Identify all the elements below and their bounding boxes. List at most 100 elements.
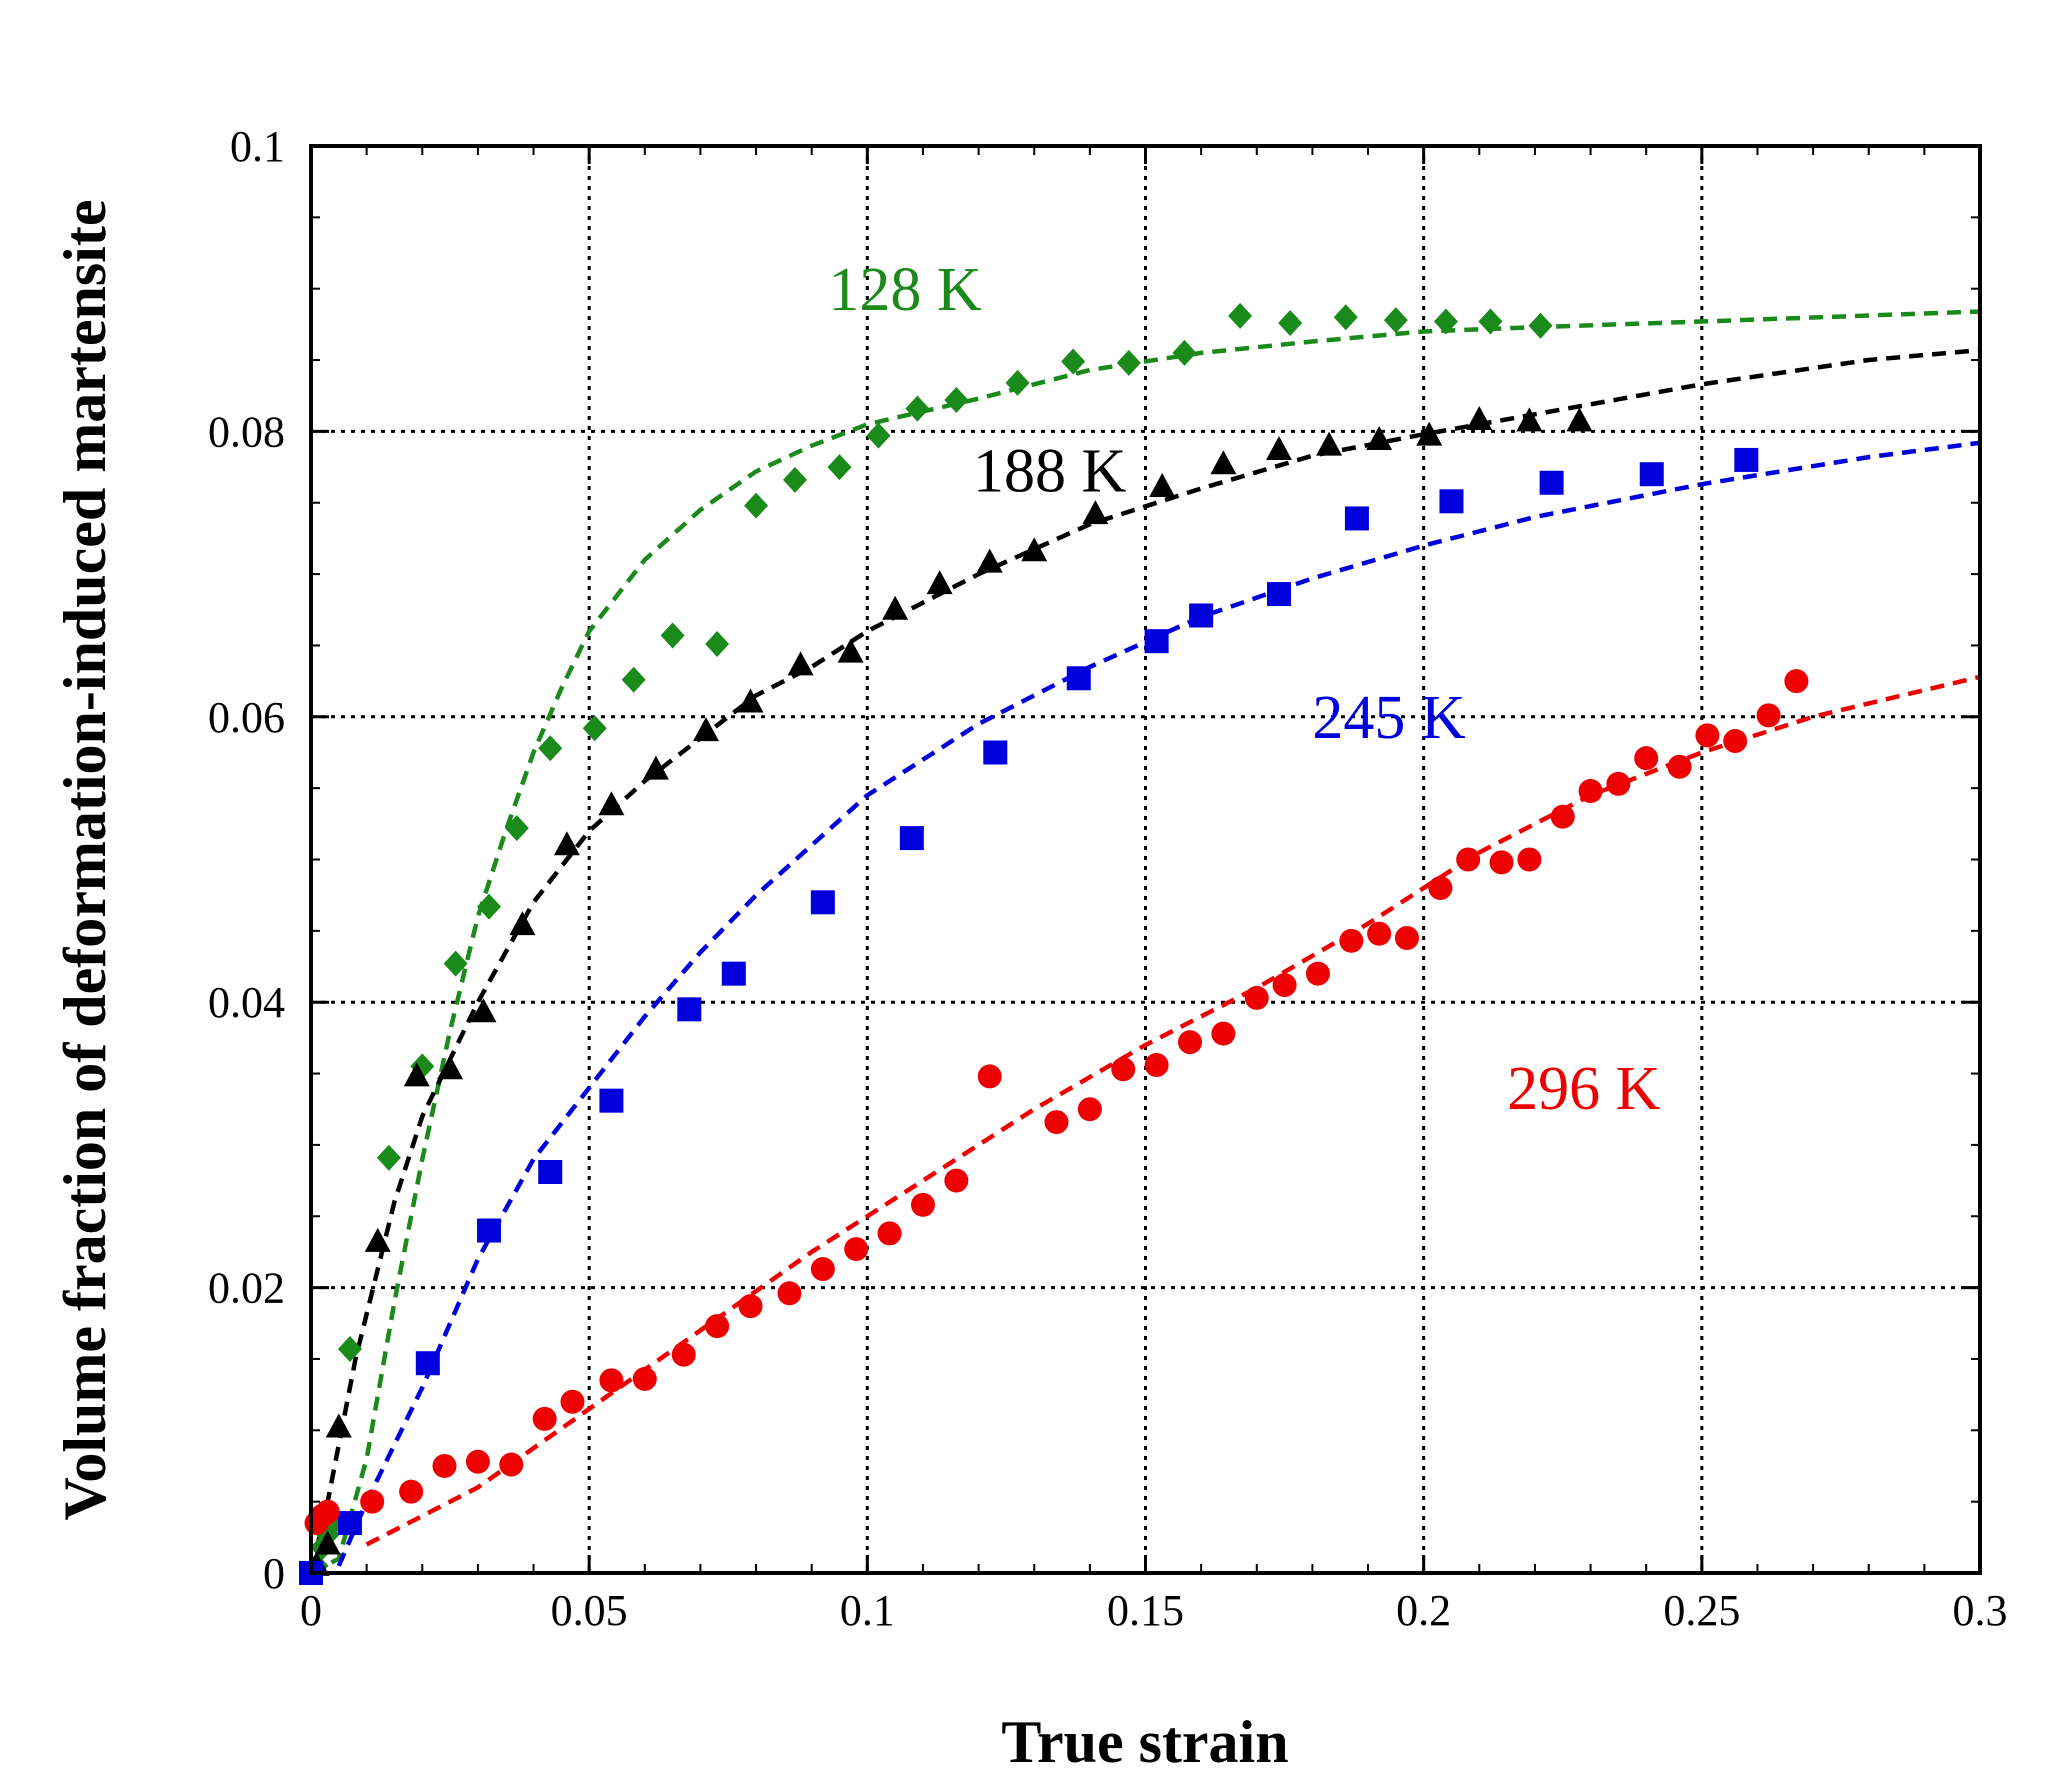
y-tick-label: 0 — [263, 1549, 285, 1598]
data-point-square — [983, 740, 1008, 765]
data-point-triangle — [642, 755, 669, 780]
data-point-circle — [1578, 779, 1603, 804]
data-point-triangle — [1149, 473, 1176, 498]
data-point-circle — [315, 1499, 340, 1524]
data-point-diamond — [337, 1335, 362, 1362]
data-point-triangle — [1082, 500, 1109, 525]
data-point-circle — [1634, 746, 1659, 771]
data-point-square — [415, 1351, 440, 1376]
data-point-square — [1539, 470, 1564, 495]
data-point-circle — [1144, 1052, 1169, 1077]
x-tick-label: 0.05 — [551, 1586, 628, 1635]
tick-labels: 0 0.05 0.1 0.15 0.2 0.25 0.3 0 0.02 0.04 0.06 0.08 0… — [208, 122, 2008, 1635]
series-label: 296 K — [1507, 1055, 1661, 1123]
data-point-square — [1189, 603, 1214, 628]
data-point-triangle — [325, 1413, 352, 1438]
data-point-diamond — [1061, 348, 1086, 375]
data-point-circle — [599, 1368, 624, 1393]
grid-lines — [311, 146, 1980, 1573]
data-point-diamond — [1383, 307, 1408, 334]
data-point-circle — [532, 1406, 557, 1431]
data-point-diamond — [783, 466, 808, 493]
data-point-square — [1267, 582, 1292, 607]
data-point-diamond — [705, 631, 730, 658]
data-point-triangle — [314, 1530, 341, 1555]
data-point-diamond — [1228, 302, 1253, 329]
data-point-diamond — [1116, 349, 1141, 376]
data-point-circle — [777, 1281, 802, 1306]
data-point-triangle — [1516, 407, 1543, 432]
data-point-circle — [1339, 928, 1364, 953]
data-point-circle — [499, 1452, 524, 1477]
data-point-square — [1639, 462, 1664, 487]
data-point-square — [677, 997, 702, 1022]
data-point-triangle — [737, 688, 764, 713]
series-label: 245 K — [1312, 684, 1466, 752]
data-point-triangle — [437, 1055, 464, 1080]
data-markers — [299, 302, 1809, 1585]
x-tick-label: 0.1 — [840, 1586, 895, 1635]
data-point-circle — [1367, 921, 1392, 946]
data-point-diamond — [660, 622, 685, 649]
data-point-triangle — [470, 998, 497, 1023]
data-point-diamond — [376, 1144, 401, 1171]
data-point-circle — [1756, 703, 1781, 728]
data-point-circle — [632, 1366, 657, 1391]
y-tick-label: 0.08 — [208, 407, 285, 456]
y-tick-label: 0.02 — [208, 1264, 285, 1313]
data-point-triangle — [1021, 537, 1048, 562]
data-point-circle — [432, 1453, 457, 1478]
data-point-triangle — [1566, 407, 1593, 432]
data-point-diamond — [944, 387, 969, 414]
data-point-square — [599, 1088, 624, 1113]
y-axis-title: Volume fraction of deformation-induced m… — [52, 200, 118, 1521]
data-point-diamond — [1278, 309, 1303, 336]
data-point-circle — [705, 1314, 730, 1339]
data-point-circle — [844, 1237, 869, 1262]
data-point-diamond — [538, 735, 563, 762]
data-point-circle — [944, 1168, 969, 1193]
x-tick-label: 0.25 — [1663, 1586, 1740, 1635]
data-point-circle — [1667, 754, 1692, 779]
data-point-diamond — [621, 666, 646, 693]
data-point-circle — [1489, 850, 1514, 875]
data-point-square — [810, 890, 835, 915]
data-point-square — [1344, 506, 1369, 531]
data-point-circle — [1244, 985, 1269, 1010]
data-point-circle — [560, 1389, 585, 1414]
data-point-triangle — [882, 595, 909, 620]
x-tick-label: 0.2 — [1396, 1586, 1451, 1635]
data-point-triangle — [1266, 435, 1293, 460]
data-point-circle — [1111, 1057, 1136, 1082]
data-point-circle — [977, 1064, 1002, 1089]
data-point-diamond — [477, 893, 502, 920]
data-point-triangle — [926, 570, 953, 595]
data-point-diamond — [1333, 304, 1358, 331]
data-point-triangle — [364, 1227, 391, 1252]
data-point-circle — [1077, 1097, 1102, 1122]
data-point-square — [1144, 629, 1169, 654]
data-point-circle — [1723, 729, 1748, 754]
data-point-diamond — [827, 454, 852, 481]
data-point-circle — [399, 1479, 424, 1504]
x-axis-title: True strain — [1001, 1709, 1288, 1775]
data-point-circle — [1606, 771, 1631, 796]
data-point-circle — [1456, 847, 1481, 872]
data-point-triangle — [1416, 421, 1443, 446]
y-tick-label: 0.06 — [208, 693, 285, 742]
series-label: 128 K — [828, 256, 982, 324]
data-point-square — [1439, 489, 1464, 514]
data-point-square — [1066, 666, 1091, 691]
data-point-circle — [671, 1342, 696, 1367]
data-point-triangle — [1210, 450, 1237, 475]
y-tick-label: 0.1 — [230, 122, 285, 171]
data-point-diamond — [905, 395, 930, 422]
data-point-diamond — [582, 715, 607, 742]
data-point-diamond — [1478, 308, 1503, 335]
data-point-diamond — [1433, 308, 1458, 335]
data-point-diamond — [744, 492, 769, 519]
fit-curve — [309, 309, 1981, 1576]
data-point-circle — [738, 1294, 763, 1319]
data-point-circle — [1517, 847, 1542, 872]
